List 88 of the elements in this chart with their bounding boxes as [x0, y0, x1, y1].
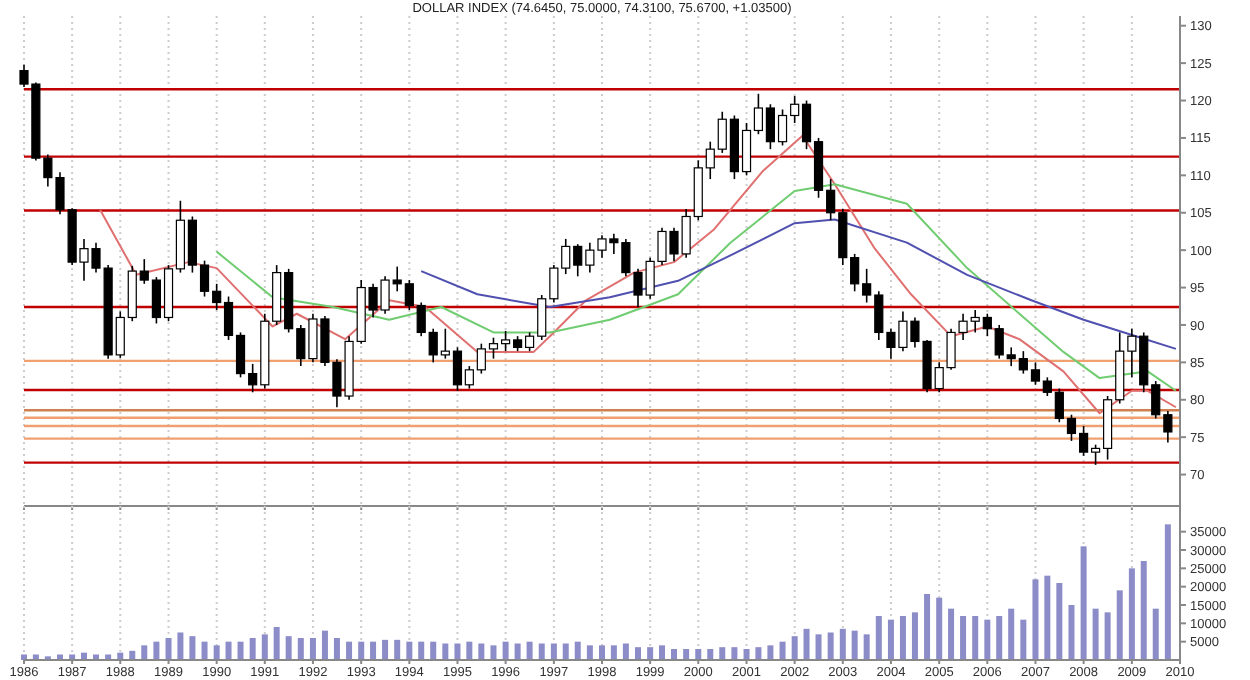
- bar: [887, 619, 894, 660]
- bar: [454, 643, 461, 660]
- bar: [695, 649, 702, 660]
- bar: [333, 638, 340, 660]
- bar: [285, 636, 292, 660]
- bar: [213, 645, 220, 660]
- bar: [538, 643, 545, 660]
- line-series: [420, 218, 1177, 350]
- bar: [671, 649, 677, 660]
- bar: [899, 616, 906, 660]
- bar: [731, 647, 738, 660]
- bar: [719, 647, 726, 660]
- bar: [635, 647, 641, 660]
- bar: [610, 645, 617, 660]
- bar: [309, 638, 316, 660]
- bar: [189, 636, 196, 660]
- bar: [1092, 608, 1099, 660]
- bar: [1140, 561, 1147, 660]
- bar: [839, 628, 846, 660]
- bar: [755, 647, 762, 660]
- bar: [466, 641, 473, 660]
- bar: [924, 594, 931, 660]
- bar: [165, 638, 172, 660]
- bar: [574, 641, 581, 660]
- bar: [743, 649, 750, 660]
- bar: [358, 641, 365, 660]
- bar: [1020, 619, 1027, 660]
- bar: [1044, 575, 1051, 660]
- bar: [586, 645, 593, 660]
- bar: [273, 627, 280, 660]
- bar: [346, 641, 353, 660]
- bar: [767, 645, 774, 660]
- bar: [153, 641, 160, 660]
- bar: [815, 634, 822, 660]
- bar: [683, 649, 690, 660]
- bar: [261, 634, 268, 660]
- bar: [863, 634, 870, 660]
- bar: [803, 628, 810, 660]
- bar: [430, 641, 437, 660]
- bar: [936, 597, 943, 660]
- bar: [779, 641, 786, 660]
- bar: [382, 639, 389, 660]
- bar: [599, 645, 605, 660]
- bar: [1068, 605, 1075, 660]
- bar: [177, 632, 184, 660]
- bar: [237, 641, 244, 660]
- bar: [201, 641, 208, 660]
- bar: [647, 647, 654, 660]
- bar: [406, 641, 413, 660]
- bar: [1164, 524, 1171, 660]
- bar: [1116, 590, 1123, 660]
- bar: [526, 641, 533, 660]
- bar: [394, 639, 401, 660]
- bar: [1056, 583, 1063, 660]
- bar: [960, 616, 967, 660]
- bar: [370, 641, 377, 660]
- bar: [418, 641, 425, 660]
- bar: [442, 643, 449, 660]
- bar: [827, 632, 834, 660]
- bar: [321, 630, 328, 660]
- bar: [659, 645, 665, 660]
- bar: [562, 643, 569, 660]
- bar: [1128, 568, 1135, 660]
- bar: [1080, 546, 1087, 660]
- bar: [502, 641, 509, 660]
- bar: [622, 643, 629, 660]
- bar: [851, 630, 858, 660]
- bar: [1104, 612, 1111, 660]
- bar: [514, 643, 521, 660]
- bar: [996, 616, 1003, 660]
- bar: [1032, 579, 1039, 660]
- bar: [141, 645, 148, 660]
- bar: [707, 649, 714, 660]
- bar: [1152, 608, 1159, 660]
- bar: [972, 616, 979, 660]
- bar: [1008, 608, 1015, 660]
- bar: [911, 612, 918, 660]
- bar: [791, 636, 798, 660]
- bar: [478, 643, 485, 660]
- bar: [490, 645, 497, 660]
- bar: [550, 643, 557, 660]
- bar: [875, 616, 882, 660]
- bar: [984, 619, 991, 660]
- bar: [297, 638, 304, 660]
- bar: [948, 608, 955, 660]
- line-series: [215, 183, 1177, 392]
- bar: [225, 641, 232, 660]
- bar: [249, 638, 256, 660]
